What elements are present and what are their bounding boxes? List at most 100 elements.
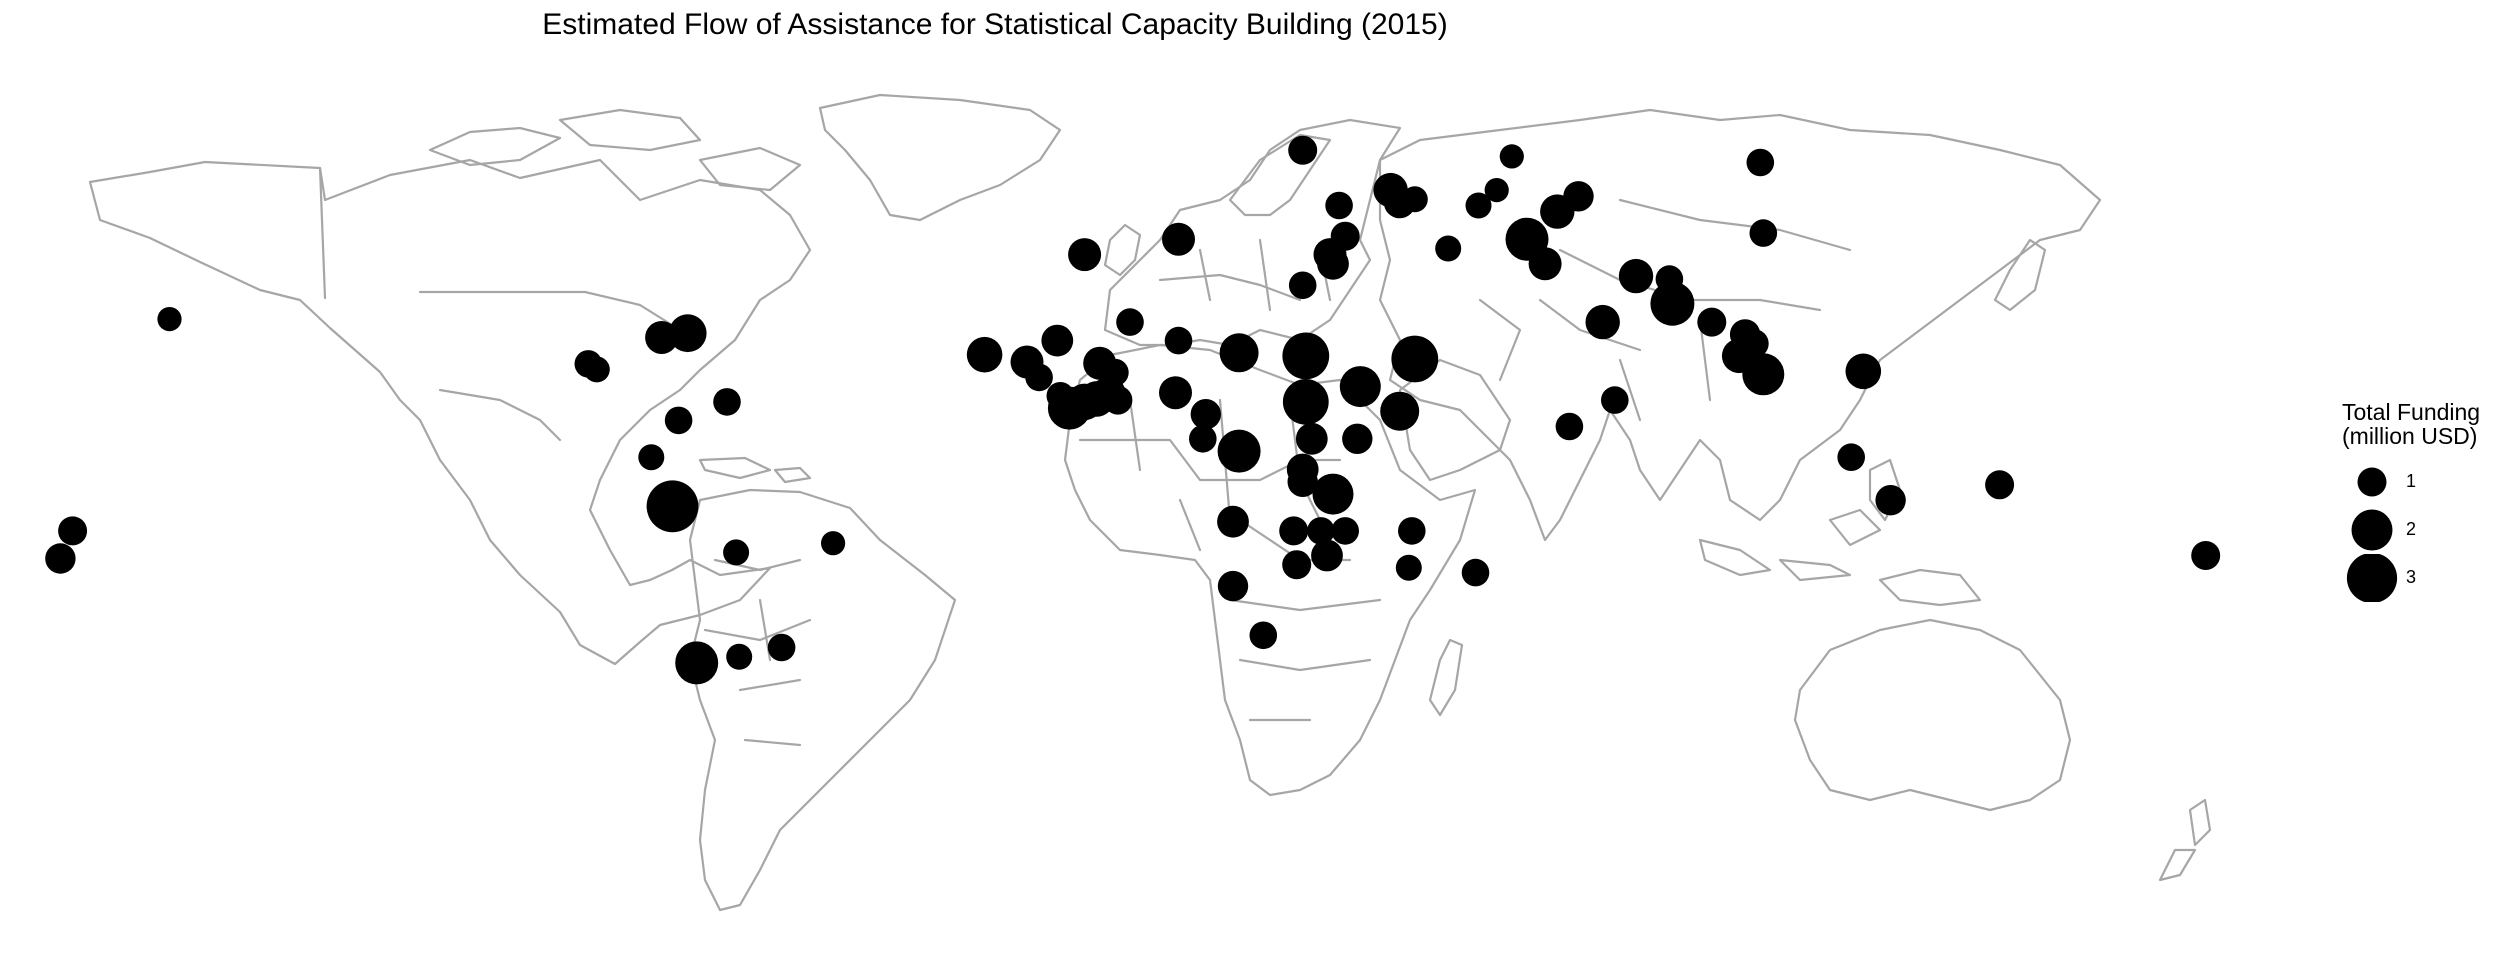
north-america-outline [88,158,812,666]
funding-bubble [1395,554,1422,581]
funding-bubble [767,633,796,662]
legend-item: 3 [2342,554,2512,602]
funding-bubble [1287,466,1318,497]
funding-bubble [1749,219,1778,247]
funding-bubble [157,307,182,332]
funding-bubble [821,531,846,556]
funding-bubble [1217,570,1249,602]
funding-bubble [2191,541,2221,570]
funding-bubble [1985,470,2015,500]
europe-borders [1158,238,1332,312]
map-title: Estimated Flow of Assistance for Statist… [542,8,1448,41]
funding-bubble [1279,516,1309,546]
funding-bubble [1288,135,1318,165]
japan-outline [1993,238,2047,312]
usa-canada-border [418,290,682,332]
funding-bubble [1742,353,1785,396]
funding-bubble [1164,326,1193,355]
funding-bubble [966,336,1003,373]
funding-bubble [1162,222,1195,256]
funding-bubble [723,539,750,566]
funding-bubble [1391,335,1439,383]
legend: Total Funding (million USD) 1 2 3 [2342,400,2512,602]
usa-mexico-border [438,388,562,442]
funding-bubble [668,314,707,353]
funding-bubble [1398,517,1426,545]
funding-bubble [1219,333,1259,373]
funding-bubble [58,516,88,546]
funding-bubble [638,444,665,471]
funding-bubble [1339,366,1381,408]
funding-bubble [1317,247,1349,280]
funding-bubble [726,643,753,670]
legend-label: 1 [2406,471,2417,491]
madagascar-outline [1428,638,1464,717]
legend-bubble [2351,509,2393,551]
funding-bubble [1331,517,1359,545]
funding-bubble [1116,308,1144,336]
funding-bubble [664,406,693,435]
funding-bubble [675,641,719,685]
scandinavia-outline [1228,133,1332,217]
funding-bubble [1282,332,1330,380]
funding-bubble [1746,148,1775,177]
funding-bubble [1282,379,1329,425]
alaska-divider [318,166,327,300]
legend-label: 3 [2406,567,2417,587]
funding-bubble [1461,558,1490,587]
funding-bubble [1499,144,1524,169]
funding-bubble [1083,346,1117,380]
funding-bubble [1249,621,1278,650]
funding-bubble [1465,192,1492,219]
funding-bubble [1845,353,1882,390]
africa-outline [1063,343,1477,797]
legend-title-line2: (million USD) [2342,423,2478,449]
funding-bubble [713,388,741,416]
funding-bubble [1401,186,1428,213]
funding-bubble [1585,304,1620,340]
legend-item: 2 [2342,506,2512,554]
funding-bubble [1555,412,1584,441]
legend-item: 1 [2342,458,2512,506]
funding-bubble [1325,191,1353,220]
funding-bubble [1563,181,1594,212]
funding-bubble [1380,391,1420,431]
arabia-outline [1398,358,1512,482]
bubbles-layer [45,135,2221,685]
legend-title: Total Funding (million USD) [2342,400,2512,448]
legend-label: 2 [2406,519,2417,539]
funding-bubble [1601,386,1629,414]
funding-bubble [1837,443,1865,472]
funding-bubble [1295,422,1328,455]
funding-bubble [1650,281,1695,326]
legend-title-line1: Total Funding [2342,399,2481,425]
asia-outline [1378,108,2102,542]
funding-bubble [1068,238,1102,272]
funding-bubble [1288,271,1317,300]
funding-bubble [583,356,610,383]
legend-rows: 1 2 3 [2342,458,2512,602]
funding-bubble [1282,550,1312,580]
funding-bubble [1190,399,1222,430]
indonesia-outline [1698,508,1982,607]
legend-bubble [2346,554,2398,602]
funding-bubble [1307,517,1335,545]
arctic-islands-outline [428,108,802,192]
funding-bubble [1484,178,1509,203]
funding-bubble [1528,247,1562,281]
funding-bubble [1875,485,1906,516]
greenland-outline [818,93,1062,222]
funding-bubble [646,480,699,533]
funding-bubble [1342,423,1373,454]
funding-bubble [1312,473,1354,515]
funding-bubble [1041,324,1074,357]
funding-bubble [1159,376,1192,410]
funding-bubble [1697,307,1727,337]
australia-outline [1793,618,2072,812]
funding-bubble [1025,363,1053,392]
funding-bubble [1618,258,1654,294]
funding-bubble [1189,425,1217,453]
funding-bubble [1311,539,1343,572]
funding-bubble [1435,235,1462,262]
new-zealand-outline [2158,798,2212,882]
